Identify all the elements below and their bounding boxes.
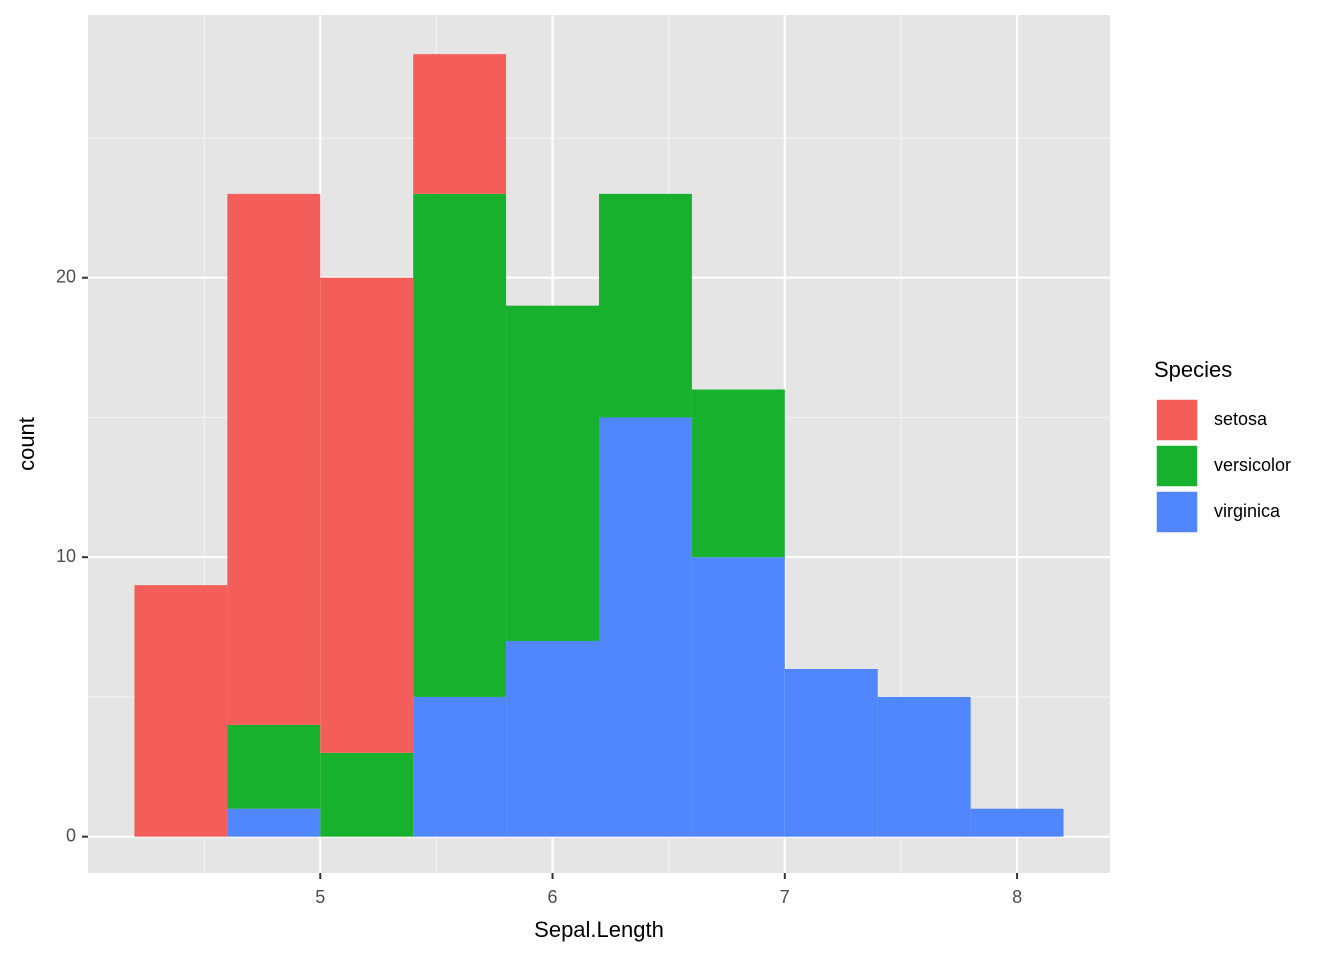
histogram-bar: [691, 389, 785, 558]
x-tick-label: 5: [315, 887, 325, 907]
x-axis-title: Sepal.Length: [534, 917, 664, 942]
histogram-bar: [506, 641, 599, 837]
histogram-bar: [599, 417, 692, 837]
y-axis-title: count: [14, 417, 39, 471]
legend-key: [1155, 444, 1199, 488]
histogram-bar: [413, 696, 507, 837]
legend-title: Species: [1154, 357, 1232, 382]
histogram-bar: [413, 54, 507, 194]
histogram-bar: [227, 724, 321, 809]
histogram-bar: [784, 668, 878, 837]
histogram-bar: [506, 305, 599, 642]
histogram-bar: [134, 585, 228, 837]
y-tick-label: 0: [66, 825, 76, 845]
histogram-bar: [877, 696, 971, 837]
histogram-bar: [227, 808, 321, 837]
x-tick-label: 8: [1012, 887, 1022, 907]
histogram-bar: [691, 557, 785, 837]
histogram-bar: [320, 752, 414, 837]
y-tick-label: 20: [56, 266, 76, 286]
legend-key: [1155, 490, 1199, 534]
y-tick-label: 10: [56, 546, 76, 566]
legend-label: setosa: [1214, 409, 1268, 429]
histogram-bar: [413, 193, 507, 697]
histogram-bar: [599, 193, 692, 418]
legend-label: versicolor: [1214, 455, 1291, 475]
x-tick-label: 6: [548, 887, 558, 907]
legend-label: virginica: [1214, 501, 1281, 521]
histogram-bar: [227, 193, 321, 725]
histogram-bar: [320, 277, 414, 753]
x-tick-label: 7: [780, 887, 790, 907]
histogram-bar: [970, 808, 1064, 837]
legend-key: [1155, 398, 1199, 442]
